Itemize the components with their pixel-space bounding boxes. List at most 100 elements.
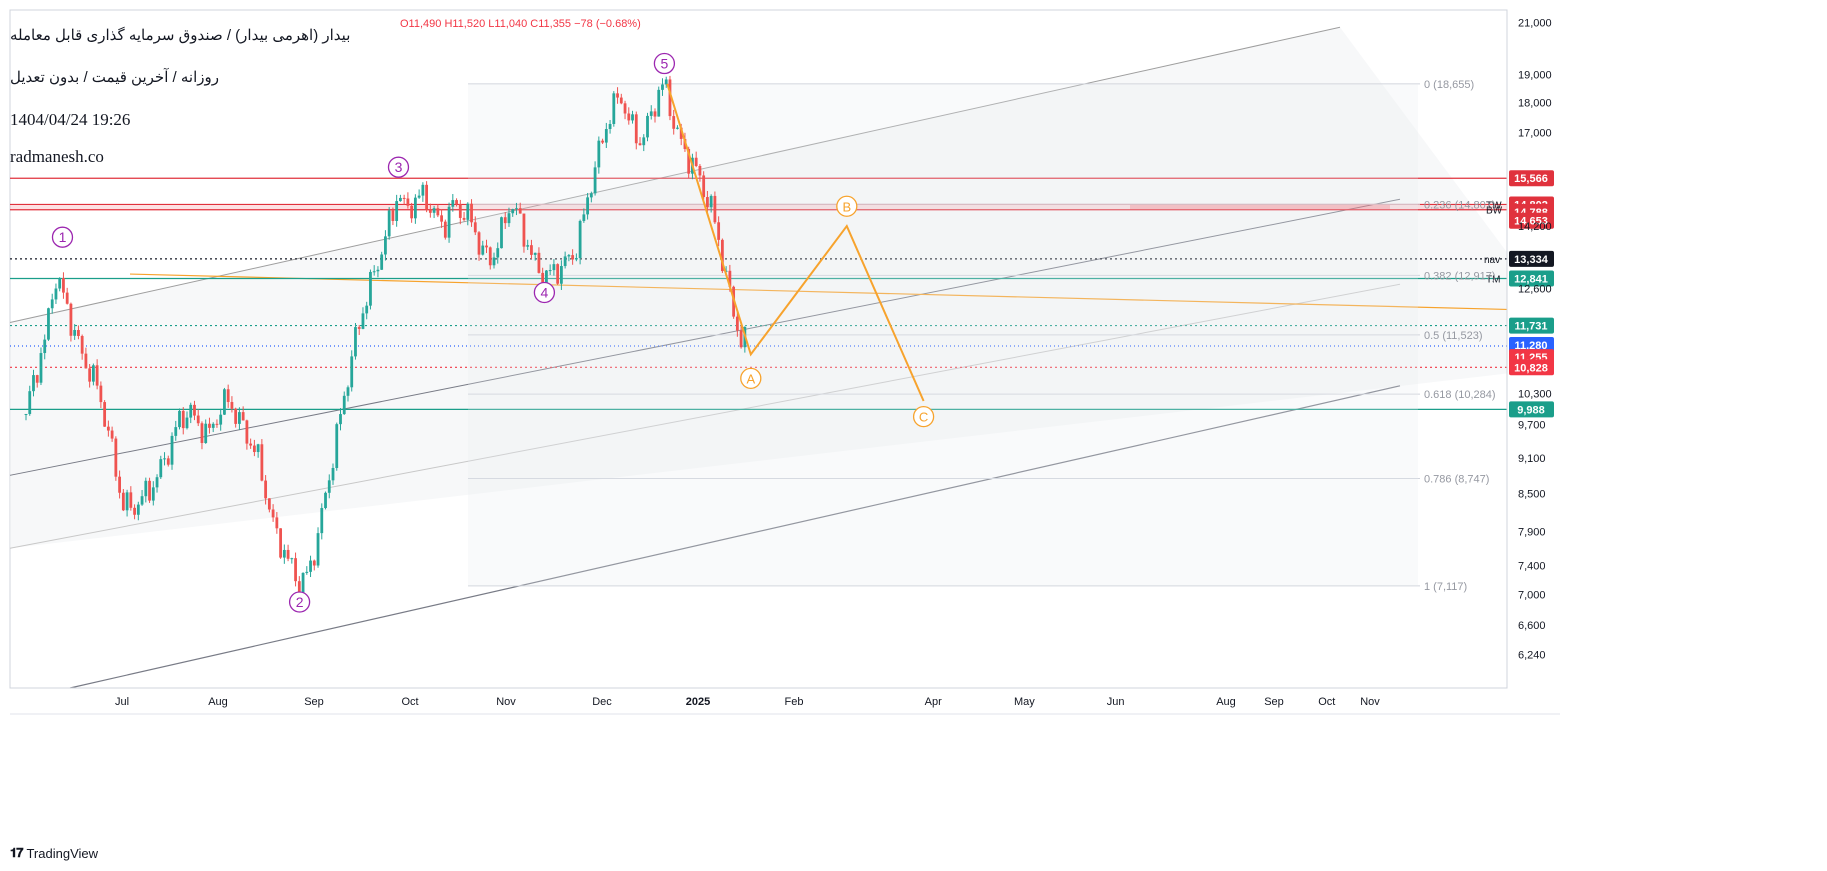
candle-body — [39, 353, 43, 383]
candle-body — [582, 214, 586, 221]
chart-datetime: 1404/04/24 19:26 — [10, 110, 131, 129]
candle-body — [245, 420, 249, 444]
candle-body — [518, 208, 522, 214]
time-tick-label: Apr — [925, 696, 942, 708]
wave-label-1: 1 — [59, 229, 67, 245]
price-tag-9988: 9,988 — [1517, 404, 1545, 416]
candle-body — [646, 115, 649, 138]
ohlc-readout: O11,490 H11,520 L11,040 C11,355 −78 (−0.… — [400, 18, 641, 30]
candle-body — [305, 571, 309, 573]
candle-body — [428, 209, 432, 213]
wave-circle-2 — [288, 591, 311, 613]
price-tick-label: 9,100 — [1518, 453, 1546, 465]
elliott-wave-labels: 1 2 3 4 5 — [51, 52, 676, 613]
candle-body — [256, 444, 260, 453]
candle-body — [365, 305, 369, 314]
candle-body — [702, 175, 706, 198]
side-tag-TM: TM — [1486, 274, 1500, 285]
candle-body — [103, 402, 107, 427]
price-tick-label: 8,500 — [1518, 488, 1546, 500]
candle-body — [511, 209, 515, 214]
candle-body — [679, 127, 683, 139]
fib-label: 0.382 (12,917) — [1424, 270, 1496, 282]
candle-body — [80, 335, 84, 354]
channel-middle-line — [9, 198, 1401, 476]
tradingview-logo[interactable]: 𝟏𝟕 TradingView — [10, 845, 98, 861]
price-tag-12841: 12,841 — [1514, 273, 1548, 285]
candle-body — [619, 97, 623, 104]
candle-body — [316, 533, 320, 566]
candle-body — [118, 476, 121, 493]
candle-body — [458, 204, 462, 218]
candle-body — [473, 222, 477, 233]
wave-circle-4 — [533, 281, 556, 304]
fib-label: 0.5 (11,523) — [1424, 330, 1483, 342]
wave-circle-1 — [51, 226, 74, 248]
candle-body — [193, 404, 196, 416]
price-tick-label: 6,600 — [1518, 620, 1546, 632]
candle-body — [384, 236, 387, 255]
candle-body — [574, 258, 578, 260]
price-tick-label: 6,240 — [1518, 649, 1546, 661]
candle-body — [342, 395, 346, 415]
time-tick-label: Sep — [304, 696, 324, 708]
candle-body — [526, 245, 530, 247]
price-tag-15566: 15,566 — [1514, 173, 1548, 185]
candle-body — [380, 254, 384, 270]
price-tag-10828: 10,828 — [1514, 362, 1548, 374]
price-axis[interactable]: 21,000 19,000 18,000 17,000 14,200 12,600 10,3… — [1506, 10, 1552, 688]
time-tick-label: 2025 — [686, 696, 710, 708]
candle-body — [567, 255, 571, 257]
candle-body — [286, 549, 290, 559]
candle-body — [331, 467, 335, 481]
candle-body — [121, 492, 125, 511]
wave-circle-3 — [387, 156, 410, 178]
candle-body — [219, 414, 223, 425]
candle-body — [73, 329, 77, 336]
candle-body — [623, 103, 627, 114]
candle-body — [657, 89, 661, 117]
candle-body — [601, 140, 604, 143]
candle-body — [634, 114, 638, 144]
candle-body — [208, 423, 211, 428]
price-tag-11731: 11,731 — [1514, 321, 1547, 333]
candle-body — [50, 299, 54, 309]
candle-body — [451, 200, 455, 207]
candle-body — [166, 458, 170, 465]
resistance-zone-highlight — [1130, 204, 1390, 210]
candle-body — [391, 210, 395, 221]
candle-body — [252, 445, 256, 453]
candle-body — [181, 410, 185, 429]
candle-body — [185, 417, 189, 429]
candle-body — [739, 330, 743, 348]
candle-body — [410, 205, 414, 219]
candle-body — [593, 167, 597, 194]
time-tick-label: Jul — [115, 696, 129, 708]
candle-body — [488, 247, 492, 266]
candle-body — [271, 509, 275, 518]
candle-body — [413, 197, 417, 219]
price-tick-label: 19,000 — [1518, 69, 1552, 81]
candle-body — [443, 221, 447, 238]
candle-body — [440, 215, 443, 222]
candle-body — [496, 248, 500, 258]
candle-body — [24, 413, 28, 415]
time-tick-label: Aug — [1216, 696, 1236, 708]
candle-body — [664, 79, 668, 85]
watermark-site: radmanesh.co — [10, 147, 104, 166]
candle-body — [309, 560, 312, 572]
time-tick-label: Oct — [1318, 696, 1335, 708]
time-axis[interactable]: Jul Aug Sep Oct Nov Dec 2025 Feb Apr May Jun Aug Sep… — [10, 687, 1560, 715]
fib-zone — [468, 83, 1418, 586]
candle-body — [589, 193, 593, 198]
candle-body — [350, 356, 354, 388]
candle-body — [421, 184, 425, 196]
candle-body — [425, 184, 429, 210]
candle-body — [339, 414, 342, 425]
candle-body — [661, 84, 664, 90]
price-tag-14653: 14,653 — [1514, 216, 1548, 228]
candle-body — [346, 387, 350, 396]
candle-body — [249, 443, 253, 446]
candle-body — [69, 303, 73, 336]
